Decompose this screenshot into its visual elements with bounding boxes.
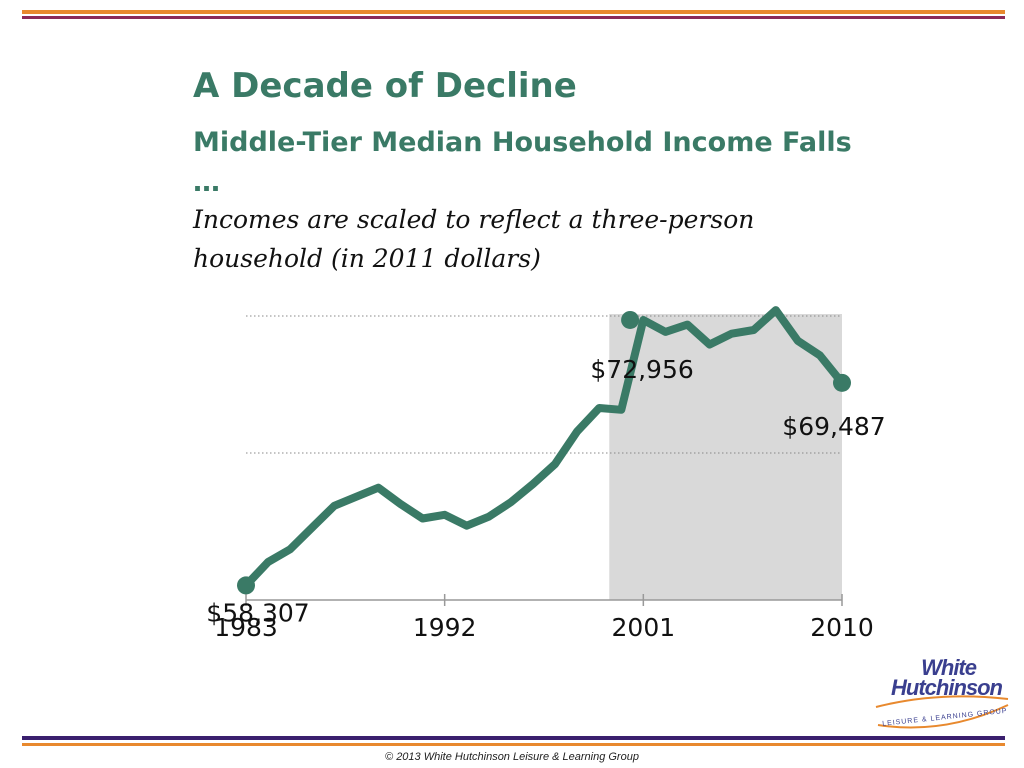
logo-swoosh: LEISURE & LEARNING GROUP	[875, 695, 1009, 729]
x-tick-label: 1983	[214, 613, 278, 642]
data-label: $69,487	[782, 412, 885, 441]
x-tick-label: 1992	[413, 613, 477, 642]
top-accent-bar-orange	[22, 10, 1005, 14]
recession-shaded-region	[609, 314, 842, 600]
slide-subtitle: Middle-Tier Median Household Income Fall…	[193, 127, 852, 198]
logo-word-hutchinson: Hutchinson	[891, 675, 1003, 700]
income-series-line	[242, 306, 846, 590]
chart-note: Incomes are scaled to reflect a three-pe…	[193, 205, 755, 273]
annotated-points	[237, 310, 851, 595]
top-accent-bar-purple	[22, 16, 1005, 19]
annotation-labels: $58,307 $72,956 $69,487	[206, 355, 885, 627]
company-logo: LEISURE & LEARNING GROUP White Hutchinso…	[868, 655, 1014, 733]
x-tick-label: 2010	[810, 613, 874, 642]
data-label: $72,956	[590, 355, 693, 384]
copyright-footer: © 2013 White Hutchinson Leisure & Learni…	[385, 751, 639, 763]
x-axis-ticks: 1983 1992 2001 2010	[214, 594, 874, 642]
slide-title: A Decade of Decline	[193, 66, 577, 106]
bottom-accent-bar-indigo	[22, 736, 1005, 740]
annotated-point	[621, 310, 640, 329]
logo-word-white: White	[921, 655, 977, 680]
annotated-point	[833, 373, 851, 392]
x-tick-label: 2001	[612, 613, 676, 642]
data-label: $58,307	[206, 598, 309, 627]
bottom-accent-bar-orange	[22, 743, 1005, 746]
annotated-point	[237, 576, 255, 595]
gridlines	[246, 315, 842, 454]
